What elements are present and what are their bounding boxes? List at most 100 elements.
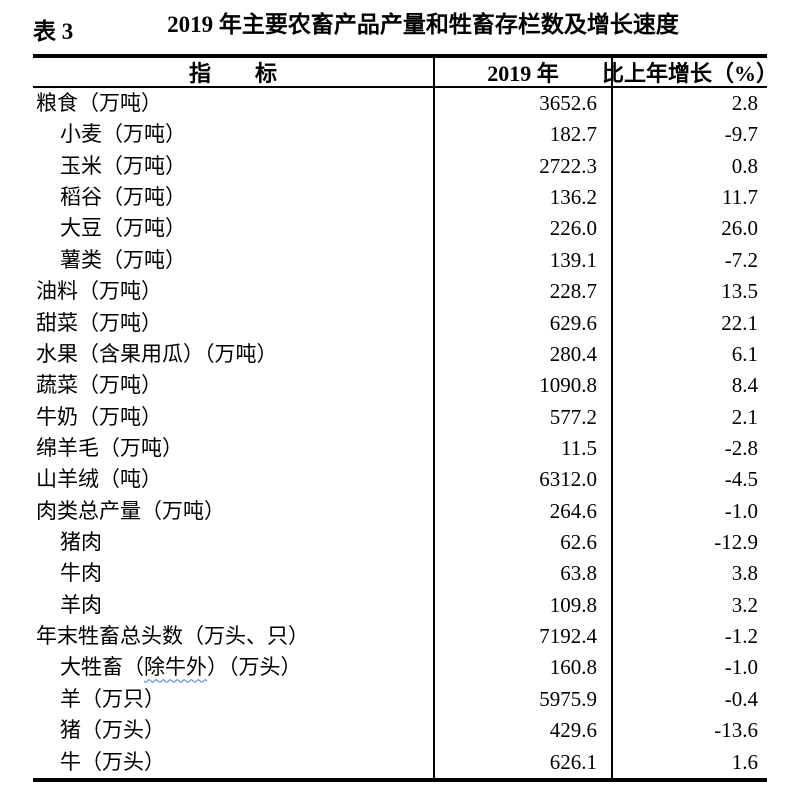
table-row: 水果（含果用瓜）（万吨） 280.4 6.1 <box>33 338 767 371</box>
growth-value-cell: -0.4 <box>724 686 758 711</box>
column-header-growth: 比上年增长（%） <box>602 61 779 86</box>
indicator-cell: 年末牲畜总头数（万头、只） <box>33 621 435 653</box>
year-value-cell: 3652.6 <box>435 88 613 120</box>
table-row: 甜菜（万吨） 629.6 22.1 <box>33 307 767 339</box>
year-value-cell: 264.6 <box>435 495 613 528</box>
table-row: 肉类总产量（万吨） 264.6 -1.0 <box>33 495 767 528</box>
growth-value-cell: -1.0 <box>724 498 758 523</box>
table-number-label: 表 3 <box>33 19 74 44</box>
growth-value-cell: -2.8 <box>724 435 758 460</box>
growth-value-cell: 3.8 <box>731 561 758 586</box>
indicator-cell: 猪（万头） <box>33 715 435 747</box>
indicator-cell: 粮食（万吨） <box>33 88 435 120</box>
growth-value-cell: -1.2 <box>724 624 758 649</box>
year-value-cell: 62.6 <box>435 527 613 559</box>
indicator-cell: 猪肉 <box>33 527 435 559</box>
year-value-cell: 577.2 <box>435 401 613 433</box>
spellcheck-wavy-text: 除牛外 <box>144 655 207 680</box>
table-title: 2019 年主要农畜产品产量和牲畜存栏数及增长速度 <box>167 12 679 37</box>
growth-value-cell: -12.9 <box>714 530 758 555</box>
growth-value-cell: -1.0 <box>724 655 758 680</box>
growth-value-cell: 26.0 <box>721 216 758 241</box>
table-body: 粮食（万吨） 3652.6 2.8 小麦（万吨） 182.7 -9.7 玉米（万吨） 2722… <box>33 88 767 778</box>
growth-value-cell: 13.5 <box>721 279 758 304</box>
growth-value-cell: -13.6 <box>714 718 758 743</box>
year-value-cell: 280.4 <box>435 338 613 371</box>
table-row: 大牲畜（除牛外）（万头） 160.8 -1.0 <box>33 652 767 684</box>
growth-value-cell: 22.1 <box>721 310 758 335</box>
indicator-cell: 蔬菜（万吨） <box>33 370 435 402</box>
year-value-cell: 109.8 <box>435 589 613 622</box>
growth-value-cell: 2.1 <box>731 404 758 429</box>
statistics-table: 指 标 2019 年 比上年增长（%） 粮食（万吨） 3652.6 2.8 小麦（万吨… <box>33 54 779 782</box>
indicator-cell: 牛（万头） <box>33 746 435 778</box>
table-row: 大豆（万吨） 226.0 26.0 <box>33 213 767 245</box>
indicator-text: ）（万头） <box>207 655 302 680</box>
table-row: 年末牲畜总头数（万头、只） 7192.4 -1.2 <box>33 621 767 653</box>
table-header-row: 指 标 2019 年 比上年增长（%） <box>33 58 779 88</box>
table-row: 羊（万只） 5975.9 -0.4 <box>33 683 767 716</box>
growth-value-cell: 6.1 <box>731 341 758 366</box>
table-row: 薯类（万吨） 139.1 -7.2 <box>33 244 767 277</box>
table-row: 稻谷（万吨） 136.2 11.7 <box>33 182 767 214</box>
table-row: 小麦（万吨） 182.7 -9.7 <box>33 119 767 151</box>
growth-value-cell: -4.5 <box>724 467 758 492</box>
year-value-cell: 136.2 <box>435 182 613 214</box>
table-row: 猪（万头） 429.6 -13.6 <box>33 715 767 747</box>
indicator-cell: 肉类总产量（万吨） <box>33 495 435 528</box>
column-header-indicator: 指 标 <box>33 58 435 86</box>
year-value-cell: 5975.9 <box>435 683 613 716</box>
year-value-cell: 429.6 <box>435 715 613 747</box>
indicator-cell: 山羊绒（吨） <box>33 464 435 496</box>
year-value-cell: 139.1 <box>435 244 613 277</box>
year-value-cell: 63.8 <box>435 558 613 590</box>
table-row: 牛肉 63.8 3.8 <box>33 558 767 590</box>
year-value-cell: 6312.0 <box>435 464 613 496</box>
growth-value-cell: -7.2 <box>724 247 758 272</box>
year-value-cell: 7192.4 <box>435 621 613 653</box>
indicator-cell: 玉米（万吨） <box>33 150 435 183</box>
indicator-cell: 牛肉 <box>33 558 435 590</box>
table-row: 蔬菜（万吨） 1090.8 8.4 <box>33 370 767 402</box>
indicator-cell: 羊肉 <box>33 589 435 622</box>
table-row: 粮食（万吨） 3652.6 2.8 <box>33 88 767 120</box>
year-value-cell: 11.5 <box>435 432 613 465</box>
year-value-cell: 182.7 <box>435 119 613 151</box>
table-row: 羊肉 109.8 3.2 <box>33 589 767 622</box>
table-row: 牛（万头） 626.1 1.6 <box>33 746 767 778</box>
table-row: 玉米（万吨） 2722.3 0.8 <box>33 150 767 183</box>
year-value-cell: 626.1 <box>435 746 613 778</box>
year-value-cell: 160.8 <box>435 652 613 684</box>
table-row: 山羊绒（吨） 6312.0 -4.5 <box>33 464 767 496</box>
indicator-cell: 稻谷（万吨） <box>33 182 435 214</box>
table-row: 油料（万吨） 228.7 13.5 <box>33 276 767 308</box>
indicator-cell: 牛奶（万吨） <box>33 401 435 433</box>
table-row: 猪肉 62.6 -12.9 <box>33 527 767 559</box>
indicator-text: 大牲畜（ <box>60 655 144 680</box>
growth-value-cell: 3.2 <box>731 592 758 617</box>
table-row: 牛奶（万吨） 577.2 2.1 <box>33 401 767 433</box>
growth-value-cell: 8.4 <box>731 373 758 398</box>
table-caption: 表 3 2019 年主要农畜产品产量和牲畜存栏数及增长速度 <box>33 9 767 44</box>
growth-value-cell: 0.8 <box>731 153 758 178</box>
indicator-cell: 大牲畜（除牛外）（万头） <box>33 652 435 684</box>
table-row: 绵羊毛（万吨） 11.5 -2.8 <box>33 432 767 465</box>
growth-value-cell: -9.7 <box>724 122 758 147</box>
year-value-cell: 1090.8 <box>435 370 613 402</box>
column-header-year-2019: 2019 年 <box>435 58 613 86</box>
growth-value-cell: 11.7 <box>722 185 758 210</box>
year-value-cell: 228.7 <box>435 276 613 308</box>
growth-value-cell: 2.8 <box>731 91 758 115</box>
indicator-cell: 水果（含果用瓜）（万吨） <box>33 338 435 371</box>
indicator-cell: 薯类（万吨） <box>33 244 435 277</box>
year-value-cell: 629.6 <box>435 307 613 339</box>
indicator-cell: 甜菜（万吨） <box>33 307 435 339</box>
indicator-cell: 油料（万吨） <box>33 276 435 308</box>
indicator-cell: 小麦（万吨） <box>33 119 435 151</box>
year-value-cell: 2722.3 <box>435 150 613 183</box>
growth-value-cell: 1.6 <box>731 749 758 774</box>
indicator-cell: 羊（万只） <box>33 683 435 716</box>
indicator-cell: 大豆（万吨） <box>33 213 435 245</box>
indicator-cell: 绵羊毛（万吨） <box>33 432 435 465</box>
